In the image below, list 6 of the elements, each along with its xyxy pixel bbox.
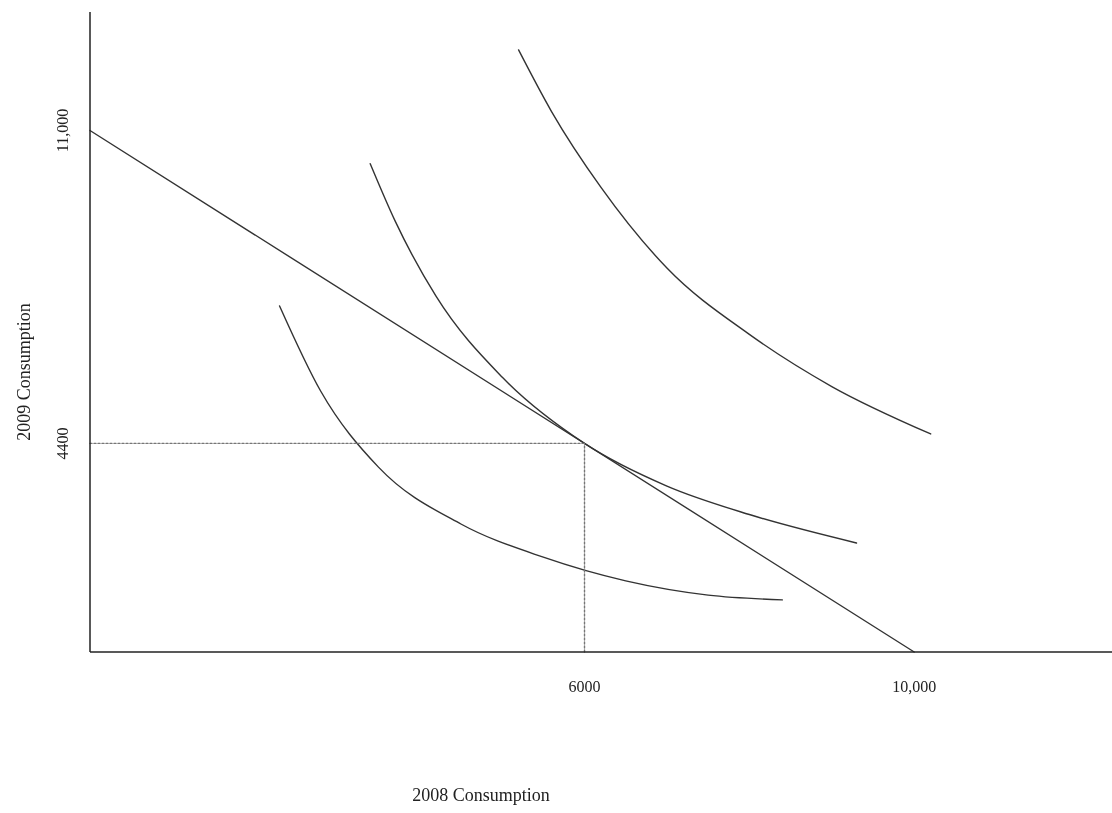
y-tick-label: 11,000 [54,108,71,153]
x-tick-label: 6000 [568,678,601,695]
y-tick-label: 4400 [54,427,71,460]
x-tick-label: 10,000 [892,678,937,695]
y-axis-title: 2009 Consumption [14,303,34,441]
x-axis-title: 2008 Consumption [412,785,550,805]
